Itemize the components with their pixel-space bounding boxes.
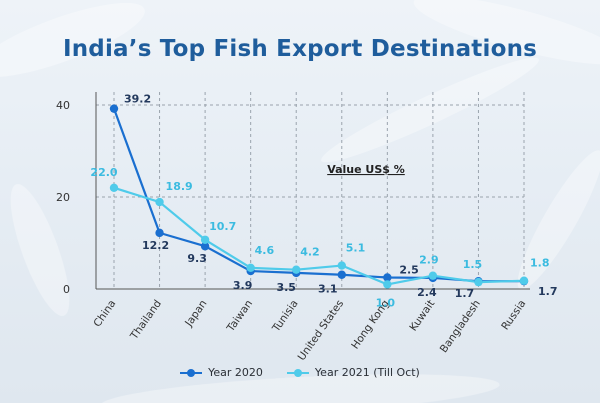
data-point-1: [109, 183, 119, 192]
grid-lines: [96, 92, 525, 289]
data-point-1: [155, 197, 164, 207]
y-tick-label: 40: [56, 99, 70, 112]
legend-swatch-2021: [286, 368, 309, 378]
data-label-1: 2.9: [419, 254, 439, 267]
x-tick-label: China: [91, 298, 118, 329]
chart-legend: Year 2020 Year 2021 (Till Oct): [0, 366, 600, 379]
data-point-1: [200, 235, 210, 244]
x-tick-label: Bangladesh: [438, 298, 483, 355]
data-label-1: 4.6: [255, 244, 275, 257]
data-point-1: [383, 280, 392, 289]
data-label-0: 2.5: [399, 264, 419, 277]
data-point-1: [519, 276, 529, 285]
x-tick-label: Russia: [499, 298, 528, 333]
legend-label-2021: Year 2021 (Till Oct): [314, 366, 420, 379]
x-tick-label: United States: [296, 298, 347, 363]
page-title: India’s Top Fish Export Destinations: [62, 36, 538, 62]
data-label-0: 1.7: [538, 285, 558, 298]
data-label-0: 3.1: [318, 283, 338, 296]
x-tick-label: Japan: [182, 298, 209, 330]
data-label-1: 4.2: [300, 246, 320, 259]
data-label-0: 1.7: [455, 287, 475, 300]
data-label-1: 22.0: [90, 166, 117, 179]
data-label-1: 1.0: [376, 296, 396, 309]
data-labels: 39.2 12.2 9.3 3.9 3.5 3.1 2.5 2.4 1.7 1.7 22.0 18.9…: [90, 93, 557, 310]
data-label-0: 9.3: [187, 252, 207, 265]
data-point-1: [292, 265, 301, 274]
legend-swatch-2020: [180, 368, 203, 378]
series-line-1: [113, 186, 525, 286]
data-point-0: [200, 242, 210, 251]
chart-annotation: Value US$ %: [327, 163, 405, 176]
data-label-1: 1.5: [463, 258, 483, 271]
data-label-0: 2.4: [417, 286, 437, 299]
data-point-1: [474, 277, 483, 287]
data-label-0: 3.5: [276, 281, 296, 294]
data-point-0: [337, 270, 346, 279]
x-tick-label: Taiwan: [224, 298, 255, 335]
data-point-0: [383, 273, 392, 282]
data-label-1: 10.7: [209, 220, 236, 233]
data-points: [109, 104, 529, 289]
legend-item-2020: Year 2020: [180, 366, 263, 379]
data-point-0: [155, 228, 164, 238]
axes: 0 20 40 China Thailand Japan Taiwan TunisiaUnit…: [56, 92, 530, 363]
legend-item-2021: Year 2021 (Till Oct): [286, 366, 420, 379]
data-point-1: [428, 271, 438, 280]
x-tick-label: Kuwait: [407, 298, 437, 334]
legend-label-2020: Year 2020: [208, 366, 263, 379]
series-lines: [112, 108, 525, 286]
data-point-1: [246, 263, 255, 273]
x-tick-label: Thailand: [128, 298, 164, 343]
data-label-1: 18.9: [166, 180, 193, 193]
y-tick-label: 0: [63, 283, 70, 296]
data-label-0: 12.2: [142, 239, 169, 252]
x-tick-label: Tunisia: [270, 298, 301, 335]
data-label-0: 39.2: [124, 93, 151, 106]
data-label-0: 3.9: [233, 279, 253, 292]
data-label-1: 1.8: [530, 257, 550, 270]
data-label-1: 5.1: [346, 242, 366, 255]
data-point-0: [109, 104, 119, 113]
y-tick-label: 20: [56, 191, 70, 204]
data-point-1: [337, 261, 346, 270]
